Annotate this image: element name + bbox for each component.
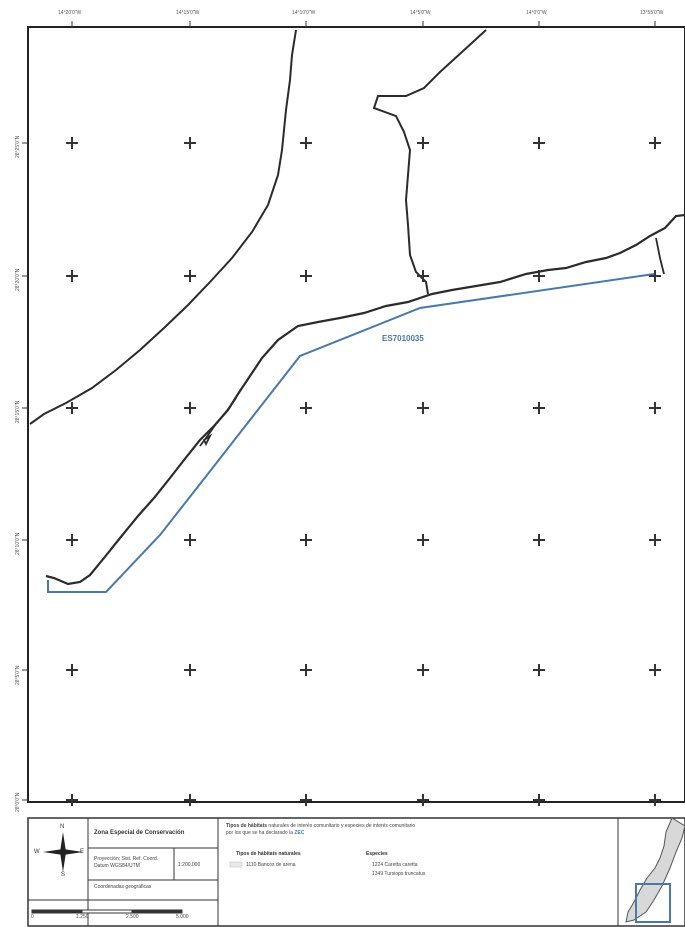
grid-crosses [66,137,661,806]
species-header: Especies [366,851,388,857]
compass-east: E [80,849,85,855]
grid-row-1 [66,137,661,149]
left-tick-label: 28°0'0"N [15,792,21,812]
types-title: Tipos de hábitats naturales de interés c… [226,823,606,836]
habitat-item: 1110 Bancos de arena [246,862,296,868]
left-tick-label: 28°15'0"N [15,400,21,423]
scalebar-label: 2.500 [126,914,139,920]
top-tick-marks [71,21,656,28]
top-tick-label: 13°55'0"W [640,10,664,16]
coastline-west [29,29,297,425]
top-tick-label: 14°0'0"W [526,10,547,16]
left-tick-label: 28°20'0"N [15,268,21,291]
compass-west: W [34,849,40,855]
habitat-header: Tipos de hábitats naturales [236,851,301,857]
grid-row-6 [66,794,661,806]
map-frame [27,26,685,803]
zec-highlight: ZEC [294,829,305,836]
compass-rose-icon [43,832,83,872]
habitat-swatch [229,861,243,868]
top-tick-label: 14°10'0"W [292,10,316,16]
grid-row-4 [66,534,661,546]
species-item: 1224 Caretta caretta [372,862,418,868]
legend-title: Zona Especial de Conservación [94,830,185,836]
compass-north: N [60,824,65,830]
left-tick-label: 28°5'0"N [15,665,21,685]
scale-bar [31,909,183,914]
scalebar-label: 5.000 [176,914,189,920]
compass-south: S [61,872,66,878]
types-title-line2: por los que se ha declarado la [226,829,293,836]
scalebar-label: 0 [31,914,34,920]
coastline-main [45,213,685,586]
zec-boundary [47,273,655,593]
top-tick-label: 14°20'0"W [58,10,82,16]
left-tick-label: 28°25'0"N [15,135,21,158]
left-tick-marks [22,142,28,801]
projection-note: Proyección: Sist. Ref. Coord. Datum WGS8… [94,856,159,869]
top-tick-label: 14°5'0"W [410,10,431,16]
types-title-rest: naturales de interés comunitario y espec… [268,823,416,829]
top-tick-label: 14°15'0"W [176,10,200,16]
site-code-label: ES7010035 [382,334,424,343]
types-title-prefix: Tipos de hábitats [226,823,268,829]
grid-row-3 [66,402,661,414]
left-tick-label: 28°10'0"N [15,532,21,555]
scalebar-label: 1.250 [76,914,89,920]
species-item: 1349 Tursiops truncatus [372,871,426,877]
grid-row-5 [66,664,661,676]
coastline-detail [199,397,237,447]
scale-ratio: 1:200.000 [178,862,201,868]
locator-highlight [635,883,671,923]
grid-row-2 [66,270,661,282]
coastline-inlet [372,29,487,295]
locator-map [625,817,685,923]
coords-note: Coordenadas geográficas [94,884,152,890]
legend-frame [27,817,685,927]
coastline-east-spur [655,237,665,275]
